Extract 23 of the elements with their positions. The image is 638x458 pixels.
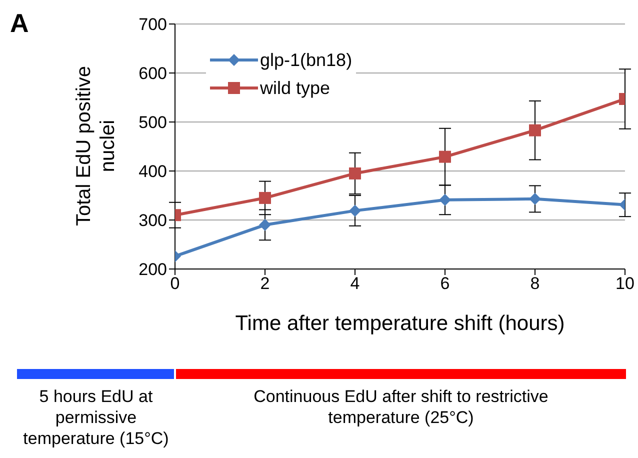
x-tick-label: 8 bbox=[530, 274, 540, 294]
legend-label: wild type bbox=[260, 78, 330, 98]
y-tick-label: 400 bbox=[138, 162, 167, 182]
y-tick-label: 700 bbox=[138, 15, 167, 34]
x-axis-title: Time after temperature shift (hours) bbox=[234, 312, 566, 336]
point bbox=[349, 167, 361, 180]
point bbox=[349, 204, 361, 217]
x-tick-label: 4 bbox=[350, 274, 360, 294]
y-tick-label: 500 bbox=[138, 113, 167, 132]
y-tick-label: 200 bbox=[138, 260, 167, 280]
y-tick-label: 300 bbox=[138, 211, 167, 230]
y-axis-title: Total EdU positive nuclei bbox=[72, 64, 120, 228]
x-tick-label: 0 bbox=[170, 274, 180, 294]
text: 5 hours EdU at permissive temperature (15°C) bbox=[22, 386, 170, 449]
point bbox=[439, 194, 451, 206]
legend-label: glp-1(bn18) bbox=[260, 50, 352, 70]
text: Continuous EdU after shift to restrictive temperature (25°C) bbox=[252, 386, 550, 428]
point bbox=[439, 150, 451, 163]
y-tick-label: 600 bbox=[138, 64, 167, 84]
chart-title: A bbox=[10, 8, 29, 39]
x-tick-label: 6 bbox=[440, 274, 450, 294]
x-tick-label: 2 bbox=[260, 274, 270, 294]
x-tick-label: 10 bbox=[616, 274, 634, 294]
